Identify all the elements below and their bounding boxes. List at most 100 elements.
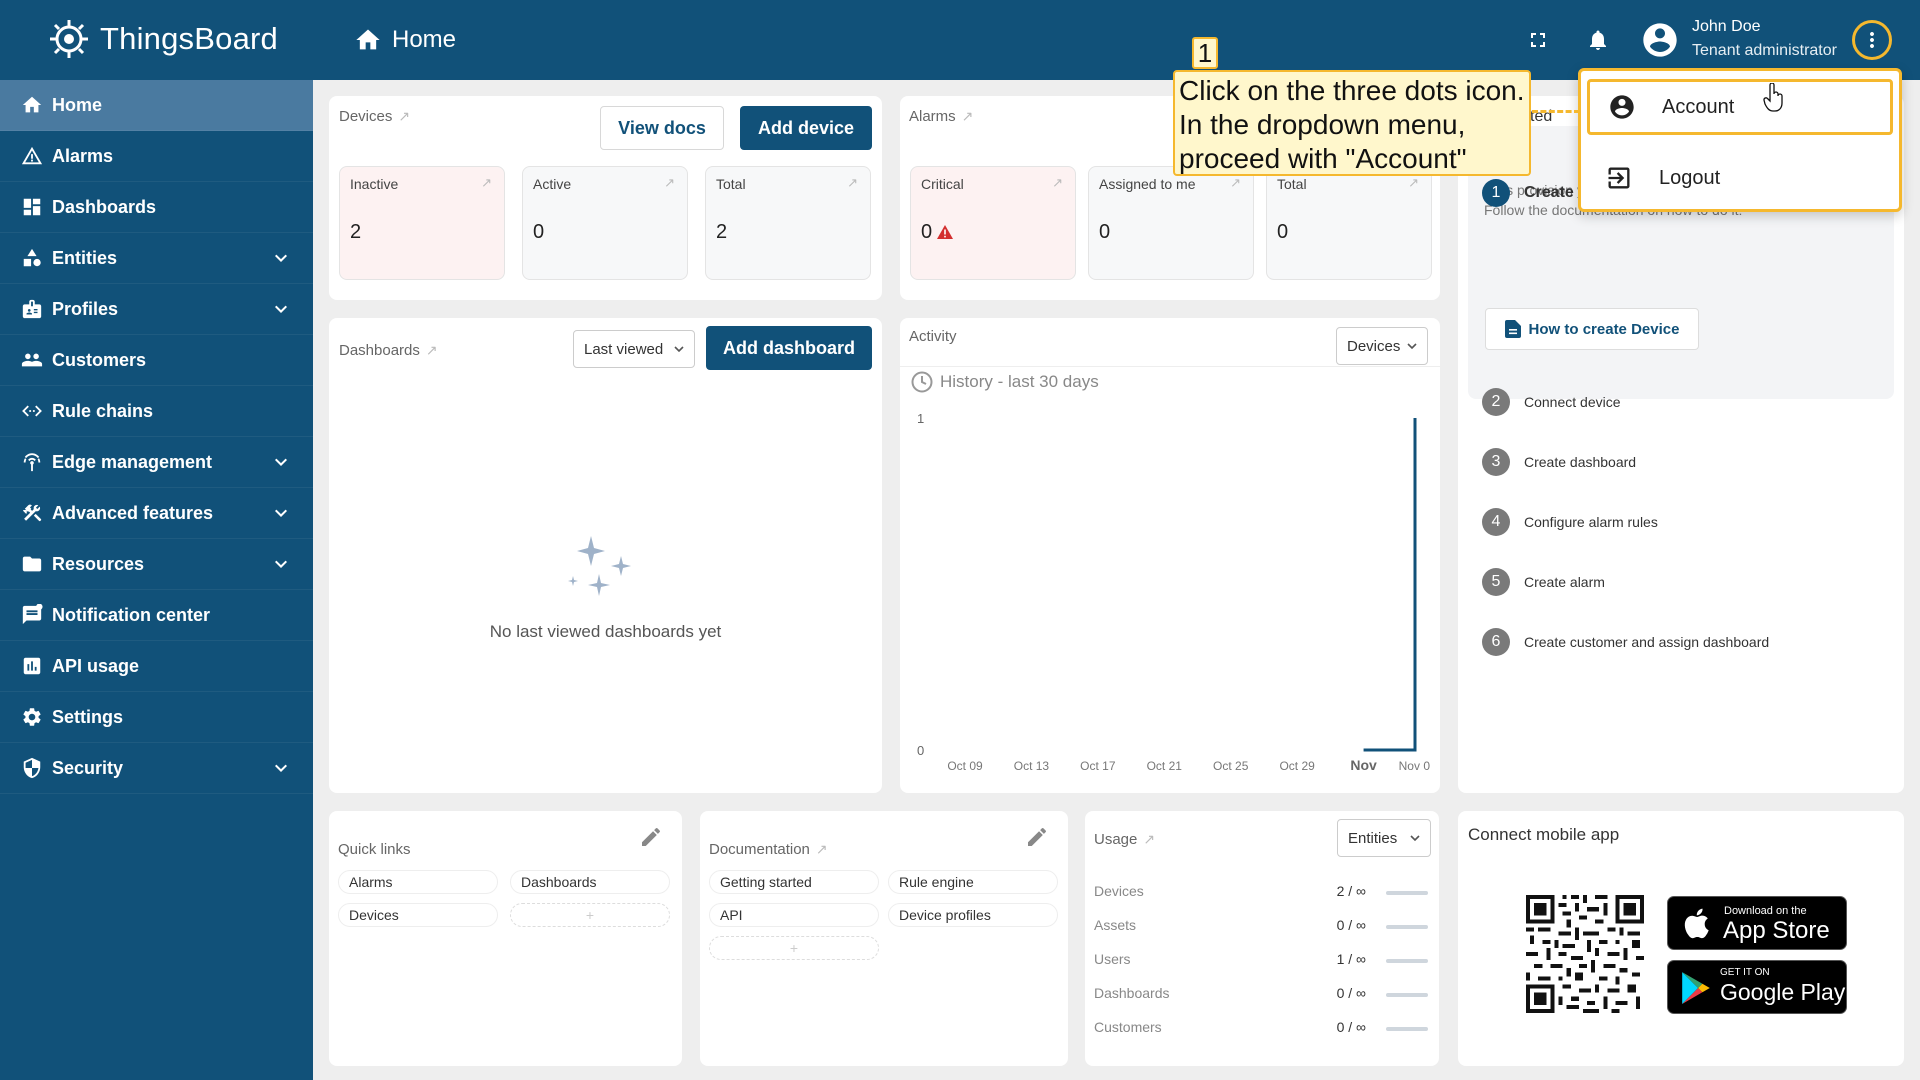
user-name: John Doe — [1692, 18, 1761, 35]
step-number: 4 — [1482, 508, 1510, 536]
notifications-button[interactable] — [1582, 24, 1614, 56]
stat-value: 0 — [533, 221, 545, 243]
dashboards-filter-select[interactable]: Last viewed — [573, 330, 695, 368]
account-menu-item[interactable]: Account — [1587, 79, 1893, 135]
chevron-down-icon[interactable] — [269, 501, 293, 525]
user-avatar[interactable] — [1640, 20, 1680, 60]
sidebar-item-dashboards[interactable]: Dashboards — [0, 182, 313, 233]
sidebar-item-api-usage[interactable]: API usage — [0, 641, 313, 692]
usage-row-assets: Assets 0 / ∞ — [1094, 917, 1428, 937]
documentation-card: Documentation ↗ Getting started Rule engi… — [700, 811, 1068, 1066]
x-tick-label: Nov 0 — [1399, 759, 1431, 773]
sidebar-item-profiles[interactable]: Profiles — [0, 284, 313, 335]
getting-started-step-3[interactable]: 3 Create dashboard — [1482, 448, 1636, 476]
open-arrow-icon: ↗ — [815, 841, 828, 857]
clock-icon — [911, 371, 933, 393]
open-arrow-icon: ↗ — [1230, 175, 1241, 190]
usage-filter-select[interactable]: Entities — [1337, 819, 1431, 857]
history-label: History - last 30 days — [910, 370, 1099, 394]
getting-started-step-1[interactable]: 1 Create — [1482, 179, 1574, 207]
add-device-button[interactable]: Add device — [740, 106, 872, 150]
edit-icon[interactable] — [639, 825, 663, 849]
sidebar-item-advanced-features[interactable]: Advanced features — [0, 488, 313, 539]
dashboards-card-title[interactable]: Dashboards ↗ — [339, 342, 438, 359]
stat-label: Assigned to me — [1099, 176, 1196, 192]
devices-total-stat[interactable]: Total ↗ 2 — [705, 166, 871, 280]
callout-connector — [1532, 110, 1580, 113]
edit-icon[interactable] — [1025, 825, 1049, 849]
stat-label: Critical — [921, 176, 964, 192]
activity-divider — [900, 366, 1440, 367]
app-logo[interactable]: ThingsBoard — [46, 16, 278, 62]
sidebar-item-resources[interactable]: Resources — [0, 539, 313, 590]
chevron-down-icon[interactable] — [269, 450, 293, 474]
x-tick-label: Oct 13 — [1014, 759, 1050, 773]
add-dashboard-button[interactable]: Add dashboard — [706, 326, 872, 370]
shield-icon — [20, 756, 44, 780]
alarms-assigned-stat[interactable]: Assigned to me ↗ 0 — [1088, 166, 1254, 280]
chevron-down-icon[interactable] — [269, 552, 293, 576]
getting-started-step-5[interactable]: 5 Create alarm — [1482, 568, 1605, 596]
quick-link-dashboards[interactable]: Dashboards — [510, 870, 670, 894]
more-menu-button[interactable] — [1852, 20, 1892, 60]
hand-cursor-icon — [1763, 83, 1783, 112]
doc-link-rule-engine[interactable]: Rule engine — [888, 870, 1058, 894]
notification-icon — [20, 603, 44, 627]
getting-started-step-4[interactable]: 4 Configure alarm rules — [1482, 508, 1658, 536]
usage-title[interactable]: Usage ↗ — [1094, 831, 1155, 848]
select-value: Last viewed — [584, 340, 664, 358]
how-to-create-device-button[interactable]: How to create Device — [1485, 308, 1699, 350]
sidebar-item-edge-management[interactable]: Edge management — [0, 437, 313, 488]
usage-value: 2 / ∞ — [1336, 883, 1366, 899]
add-doc-link-button[interactable]: + — [709, 936, 879, 960]
sidebar-item-rule-chains[interactable]: Rule chains — [0, 386, 313, 437]
sidebar-item-settings[interactable]: Settings — [0, 692, 313, 743]
chevron-down-icon[interactable] — [269, 756, 293, 780]
sidebar-item-entities[interactable]: Entities — [0, 233, 313, 284]
chevron-down-icon[interactable] — [269, 297, 293, 321]
logout-menu-item[interactable]: Logout — [1581, 149, 1899, 207]
doc-link-device-profiles[interactable]: Device profiles — [888, 903, 1058, 927]
documentation-title[interactable]: Documentation ↗ — [709, 841, 828, 858]
bell-icon — [1590, 30, 1606, 50]
google-small-text: GET IT ON — [1720, 967, 1770, 978]
alarms-card-title[interactable]: Alarms ↗ — [909, 108, 973, 125]
alarms-total-stat[interactable]: Total ↗ 0 — [1266, 166, 1432, 280]
sidebar-item-label: Dashboards — [52, 196, 157, 217]
quick-link-alarms[interactable]: Alarms — [338, 870, 498, 894]
alarms-critical-stat[interactable]: Critical ↗ 0 — [910, 166, 1076, 280]
google-play-badge[interactable]: GET IT ON Google Play — [1667, 960, 1847, 1014]
activity-filter-select[interactable]: Devices — [1336, 327, 1428, 365]
sidebar-item-notification-center[interactable]: Notification center — [0, 590, 313, 641]
getting-started-step-6[interactable]: 6 Create customer and assign dashboard — [1482, 628, 1769, 656]
sidebar-item-home[interactable]: Home — [0, 80, 313, 131]
devices-active-stat[interactable]: Active ↗ 0 — [522, 166, 688, 280]
view-docs-button[interactable]: View docs — [600, 106, 724, 150]
chevron-down-icon[interactable] — [269, 246, 293, 270]
documentation-title-text: Documentation — [709, 841, 810, 858]
sidebar-item-security[interactable]: Security — [0, 743, 313, 794]
step-label: Create customer and assign dashboard — [1524, 634, 1770, 650]
home-icon — [20, 93, 44, 117]
doc-link-getting-started[interactable]: Getting started — [709, 870, 879, 894]
doc-link-api[interactable]: API — [709, 903, 879, 927]
devices-inactive-stat[interactable]: Inactive ↗ 2 — [339, 166, 505, 280]
devices-card-title[interactable]: Devices ↗ — [339, 108, 410, 125]
usage-value: 0 / ∞ — [1336, 1019, 1366, 1035]
fullscreen-button[interactable] — [1522, 24, 1554, 56]
sidebar-item-alarms[interactable]: Alarms — [0, 131, 313, 182]
sidebar-item-label: API usage — [52, 655, 140, 676]
add-quick-link-button[interactable]: + — [510, 903, 670, 927]
user-role: Tenant administrator — [1692, 42, 1837, 59]
activity-chart: 0 1 Oct 09 Oct 13 Oct 17 Oct 21 Oct 25 Oct 29 No… — [917, 411, 1431, 773]
devices-title-text: Devices — [339, 108, 393, 125]
select-value: Devices — [1347, 337, 1401, 355]
step-label: Configure alarm rules — [1524, 514, 1658, 530]
quick-link-devices[interactable]: Devices — [338, 903, 498, 927]
sidebar-item-customers[interactable]: Customers — [0, 335, 313, 386]
open-arrow-icon: ↗ — [1143, 831, 1156, 847]
app-store-badge[interactable]: Download on the App Store — [1667, 896, 1847, 950]
usage-bar — [1386, 891, 1428, 895]
usage-label: Customers — [1094, 1019, 1162, 1035]
getting-started-step-2[interactable]: 2 Connect device — [1482, 388, 1621, 416]
